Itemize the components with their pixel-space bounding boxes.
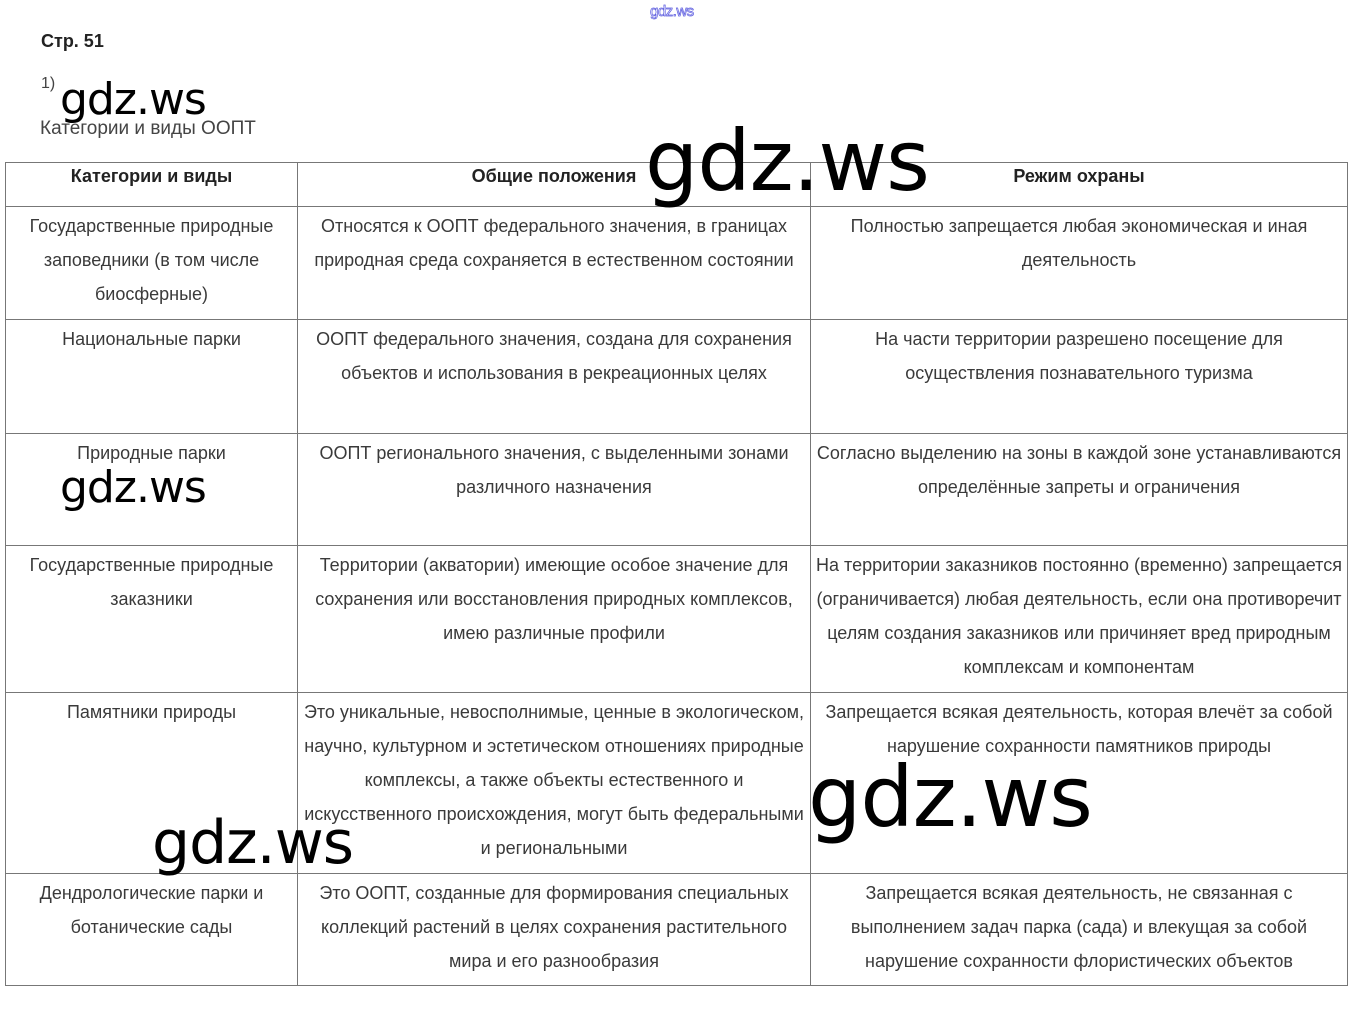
table-row: Государственные природные заповедники (в… <box>5 206 1348 320</box>
watermark: gdz.ws <box>60 74 207 125</box>
table-header-row: Категории и виды Общие положения Режим о… <box>5 162 1348 207</box>
general-cell: ООПТ регионального значения, с выделенны… <box>297 433 811 546</box>
page-number: Стр. 51 <box>41 31 104 51</box>
category-cell: Государственные природные заповедники (в… <box>5 206 298 320</box>
watermark: gdz.ws <box>645 112 930 210</box>
table-row: Национальные парки ООПТ федерального знач… <box>5 319 1348 434</box>
column-header: Режим охраны <box>810 162 1348 207</box>
protection-cell: Полностью запрещается любая экономическа… <box>810 206 1348 320</box>
site-watermark-top: gdz.ws <box>650 3 695 21</box>
column-header: Общие положения <box>297 162 811 207</box>
table-row: Государственные природные заказники Терри… <box>5 545 1348 693</box>
protection-cell: Запрещается всякая деятельность, не связ… <box>810 873 1348 986</box>
table-row: Памятники природы Это уникальные, невоспо… <box>5 692 1348 874</box>
oopt-table: Категории и виды Общие положения Режим о… <box>5 162 1348 986</box>
general-cell: ООПТ федерального значения, создана для … <box>297 319 811 434</box>
general-cell: Территории (акватории) имеющие особое зн… <box>297 545 811 693</box>
table-row: Дендрологические парки и ботанические са… <box>5 873 1348 986</box>
category-cell: Государственные природные заказники <box>5 545 298 693</box>
protection-cell: Запрещается всякая деятельность, которая… <box>810 692 1348 874</box>
protection-cell: Согласно выделению на зоны в каждой зоне… <box>810 433 1348 546</box>
category-cell: Дендрологические парки и ботанические са… <box>5 873 298 986</box>
column-header: Категории и виды <box>5 162 298 207</box>
watermark: gdz.ws <box>808 748 1093 846</box>
general-cell: Относятся к ООПТ федерального значения, … <box>297 206 811 320</box>
general-cell: Это ООПТ, созданные для формирования спе… <box>297 873 811 986</box>
table-row: Природные парки ООПТ регионального значен… <box>5 433 1348 546</box>
task-number: 1) <box>41 75 56 92</box>
protection-cell: На части территории разрешено посещение … <box>810 319 1348 434</box>
category-cell: Природные парки <box>5 433 298 546</box>
general-cell: Это уникальные, невосполнимые, ценные в … <box>297 692 811 874</box>
watermark: gdz.ws <box>60 462 207 513</box>
watermark: gdz.ws <box>152 808 354 878</box>
category-cell: Памятники природы <box>5 692 298 874</box>
table-caption: Категории и виды ООПТ <box>40 118 256 139</box>
category-cell: Национальные парки <box>5 319 298 434</box>
protection-cell: На территории заказников постоянно (врем… <box>810 545 1348 693</box>
